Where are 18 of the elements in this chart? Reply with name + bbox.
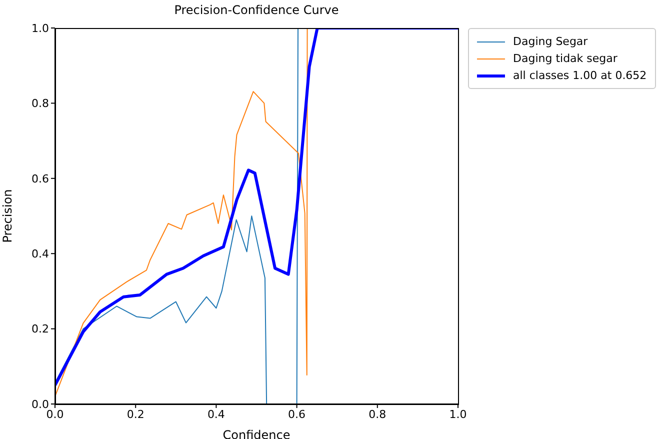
x-tick-label: 0.4 [207, 408, 225, 421]
x-axis-title: Confidence [222, 428, 290, 439]
x-tick-label: 0.0 [46, 408, 64, 421]
x-tick-label: 1.0 [449, 408, 467, 421]
y-tick-label: 1.0 [32, 22, 49, 35]
chart-title: Precision-Confidence Curve [173, 3, 340, 17]
legend-label: all classes 1.00 at 0.652 [513, 69, 647, 82]
y-tick-label: 0.4 [32, 248, 49, 261]
legend-label: Daging tidak segar [513, 52, 618, 65]
x-tick-label: 0.6 [288, 408, 306, 421]
x-tick-label: 0.8 [368, 408, 386, 421]
y-tick-label: 0.2 [32, 322, 49, 336]
y-tick-label: 0.8 [32, 97, 49, 110]
y-tick-label: 0.6 [32, 172, 49, 186]
y-tick-label: 0.0 [32, 398, 49, 411]
x-tick-label: 0.2 [126, 408, 144, 421]
y-axis-title: Precision [0, 189, 14, 243]
legend-label: Daging Segar [513, 35, 588, 48]
